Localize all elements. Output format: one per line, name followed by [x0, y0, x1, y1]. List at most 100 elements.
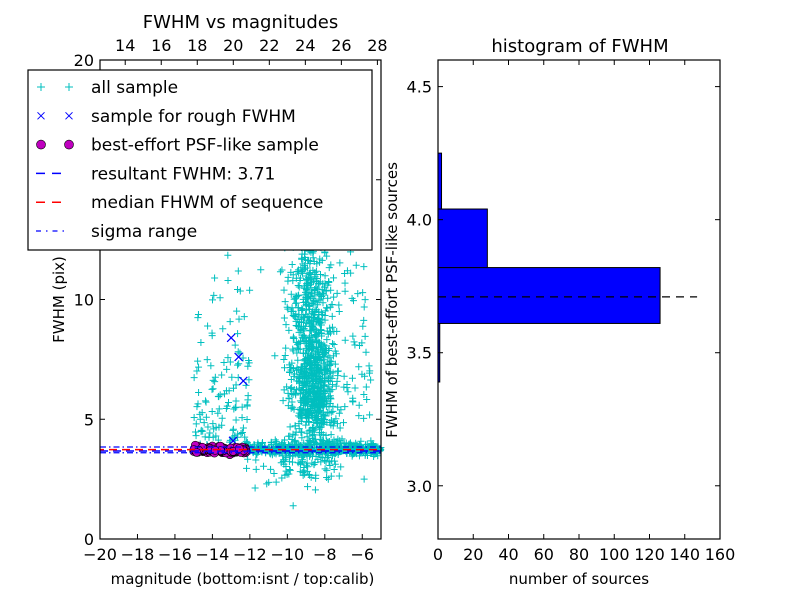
all-sample-point: [305, 436, 313, 444]
reference-lines: [100, 446, 381, 454]
legend-plus-icon: [37, 83, 45, 91]
all-sample-point: [303, 467, 311, 475]
all-sample-point: [311, 439, 319, 447]
all-sample-point: [341, 269, 349, 277]
all-sample-point: [235, 360, 243, 368]
all-sample-point: [286, 466, 294, 474]
all-sample-point: [331, 457, 339, 465]
all-sample-point: [351, 384, 359, 392]
all-sample-point: [318, 256, 326, 264]
all-sample-point: [320, 420, 328, 428]
all-sample-point: [294, 282, 302, 290]
all-sample-point: [228, 373, 236, 381]
all-sample-point: [286, 432, 294, 440]
all-sample-point: [312, 448, 320, 456]
all-sample-point: [344, 388, 352, 396]
all-sample-point: [323, 336, 331, 344]
all-sample-point: [299, 363, 307, 371]
all-sample-point: [318, 415, 326, 423]
all-sample-point: [243, 416, 251, 424]
top-x-tick-label: 22: [259, 36, 279, 55]
legend-x-icon: [37, 111, 45, 120]
all-sample-point: [305, 312, 313, 320]
all-sample-point: [316, 445, 324, 453]
all-sample-point: [299, 260, 307, 268]
all-sample-point: [352, 261, 360, 269]
all-sample-point: [297, 368, 305, 376]
all-sample-point: [313, 440, 321, 448]
all-sample-point: [328, 386, 336, 394]
all-sample-point: [224, 251, 232, 259]
all-sample-point: [295, 311, 303, 319]
all-sample-point: [218, 371, 226, 379]
all-sample-point: [295, 345, 303, 353]
all-sample-point: [205, 433, 213, 441]
x-tick-label: −8: [313, 545, 337, 564]
all-sample-point: [356, 342, 364, 350]
all-sample-point: [214, 409, 222, 417]
all-sample-point: [283, 383, 291, 391]
legend-plus-icon: [65, 83, 73, 91]
all-sample-point: [298, 428, 306, 436]
all-sample-point: [293, 299, 301, 307]
all-sample-point: [359, 289, 367, 297]
all-sample-point: [208, 407, 216, 415]
all-sample-point: [209, 296, 217, 304]
all-sample-point: [197, 338, 205, 346]
all-sample-point: [296, 276, 304, 284]
all-sample-point: [211, 378, 219, 386]
all-sample-point: [292, 391, 300, 399]
all-sample-point: [335, 308, 343, 316]
all-sample-point: [295, 283, 303, 291]
all-sample-point: [315, 308, 323, 316]
legend: all sample sample for rough FWHM best-effo…: [27, 69, 373, 251]
all-sample-point: [325, 344, 333, 352]
legend-entry: all sample: [37, 78, 178, 98]
all-sample-point: [329, 369, 337, 377]
x-tick-label: 80: [569, 545, 589, 564]
all-sample-point: [363, 395, 371, 403]
all-sample-point: [360, 391, 368, 399]
all-sample-point: [336, 437, 344, 445]
all-sample-point: [326, 377, 334, 385]
all-sample-point: [312, 284, 320, 292]
all-sample-point: [308, 288, 316, 296]
all-sample-point: [347, 269, 355, 277]
all-sample-point: [286, 466, 294, 474]
all-sample-point: [306, 271, 314, 279]
all-sample-point: [303, 433, 311, 441]
all-sample-point: [294, 412, 302, 420]
legend-label: median FHWM of sequence: [91, 193, 323, 213]
all-sample-point: [230, 405, 238, 413]
all-sample-point: [254, 439, 262, 447]
all-sample-point: [295, 442, 303, 450]
all-sample-point: [349, 297, 357, 305]
all-sample-point: [321, 353, 329, 361]
all-sample-point: [232, 397, 240, 405]
all-sample-point: [293, 268, 301, 276]
y-tick-label: 20: [74, 51, 94, 70]
all-sample-point: [324, 358, 332, 366]
all-sample-point: [204, 423, 212, 431]
all-sample-point: [312, 359, 320, 367]
all-sample-point: [301, 380, 309, 388]
all-sample-point: [289, 347, 297, 355]
all-sample-point: [288, 458, 296, 466]
all-sample-point: [335, 472, 343, 480]
all-sample-point: [331, 460, 339, 468]
all-sample-point: [329, 422, 337, 430]
all-sample-point: [284, 402, 292, 410]
all-sample-point: [327, 261, 335, 269]
all-sample-point: [293, 364, 301, 372]
all-sample-point: [340, 439, 348, 447]
all-sample-point: [315, 407, 323, 415]
all-sample-point: [222, 404, 230, 412]
all-sample-point: [271, 436, 279, 444]
all-sample-point: [233, 307, 241, 315]
all-sample-point: [209, 385, 217, 393]
all-sample-point: [295, 269, 303, 277]
all-sample-point: [299, 295, 307, 303]
x-tick-label: 60: [534, 545, 554, 564]
all-sample-point: [362, 383, 370, 391]
rough-sample-point: [226, 333, 236, 343]
